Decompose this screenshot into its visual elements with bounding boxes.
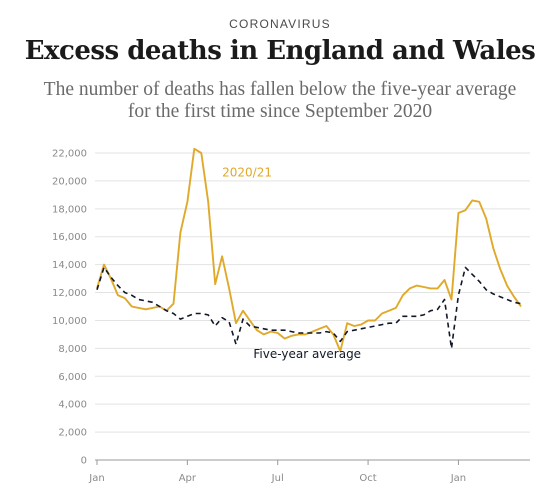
y-tick-label: 2,000 [58,428,87,439]
x-tick-label: Jul [271,473,284,484]
y-tick-label: 10,000 [52,316,87,327]
series-labels: 2020/21 Five-year average [222,166,361,361]
y-tick-label: 16,000 [52,232,87,243]
gridlines [95,152,530,433]
y-tick-label: 0 [81,456,87,467]
y-tick-label: 12,000 [52,288,87,299]
y-tick-label: 8,000 [58,344,87,355]
x-tick-label: Jan [450,473,466,484]
x-tick-label: Oct [359,473,376,484]
series-label-2020-21: 2020/21 [222,166,272,180]
y-tick-label: 20,000 [52,176,87,187]
y-tick-label: 4,000 [58,400,87,411]
chart-title: Excess deaths in England and Wales [24,36,536,66]
y-tick-label: 6,000 [58,372,87,383]
y-tick-label: 14,000 [52,260,87,271]
series-lines [96,147,522,353]
section-kicker: CORONAVIRUS [229,17,331,31]
y-tick-label: 22,000 [52,149,87,160]
series-label-five-year-average: Five-year average [253,347,361,361]
five-year-average-line [96,266,522,350]
y-tick-label: 18,000 [52,204,87,215]
x-tick-label: Apr [179,473,197,484]
axes: 0 2,000 4,000 6,000 8,000 10,000 12,000 14,000 1… [52,149,530,484]
chart-subtitle: The number of deaths has fallen below th… [43,79,517,122]
x-tick-label: Jan [88,473,104,484]
